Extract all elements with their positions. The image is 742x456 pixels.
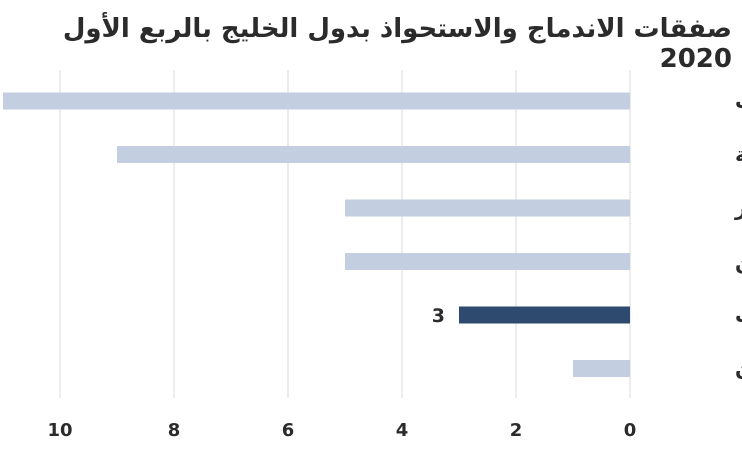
bar bbox=[3, 92, 630, 110]
data-labels: 3 bbox=[432, 305, 445, 327]
x-tick-label: 10 bbox=[47, 420, 72, 441]
bar-series bbox=[3, 92, 630, 377]
x-tick-label: 6 bbox=[282, 420, 295, 441]
category-label: قطر bbox=[734, 196, 742, 220]
bar bbox=[117, 146, 630, 163]
bar bbox=[345, 199, 630, 217]
category-label: الإمارات bbox=[735, 89, 742, 113]
bar bbox=[345, 253, 630, 270]
x-tick-label: 8 bbox=[168, 420, 181, 441]
bar bbox=[573, 360, 630, 377]
x-tick-label: 4 bbox=[396, 420, 409, 441]
category-label: البحرين bbox=[735, 250, 742, 274]
category-label: عمان bbox=[735, 357, 742, 381]
chart-title: صفقات الاندماج والاستحواذ بدول الخليج با… bbox=[62, 14, 732, 74]
data-label: 3 bbox=[432, 305, 445, 327]
category-labels: الإمارات السعودية قطر البحرين الكويت عمان bbox=[734, 89, 742, 381]
x-tick-label: 2 bbox=[510, 420, 523, 441]
x-tick-label: 0 bbox=[624, 420, 637, 441]
grid-lines bbox=[59, 70, 631, 398]
category-label: الكويت bbox=[735, 303, 742, 327]
x-tick-labels: 0 2 4 6 8 10 bbox=[47, 420, 636, 441]
bar bbox=[459, 306, 630, 324]
category-label: السعودية bbox=[735, 143, 742, 167]
